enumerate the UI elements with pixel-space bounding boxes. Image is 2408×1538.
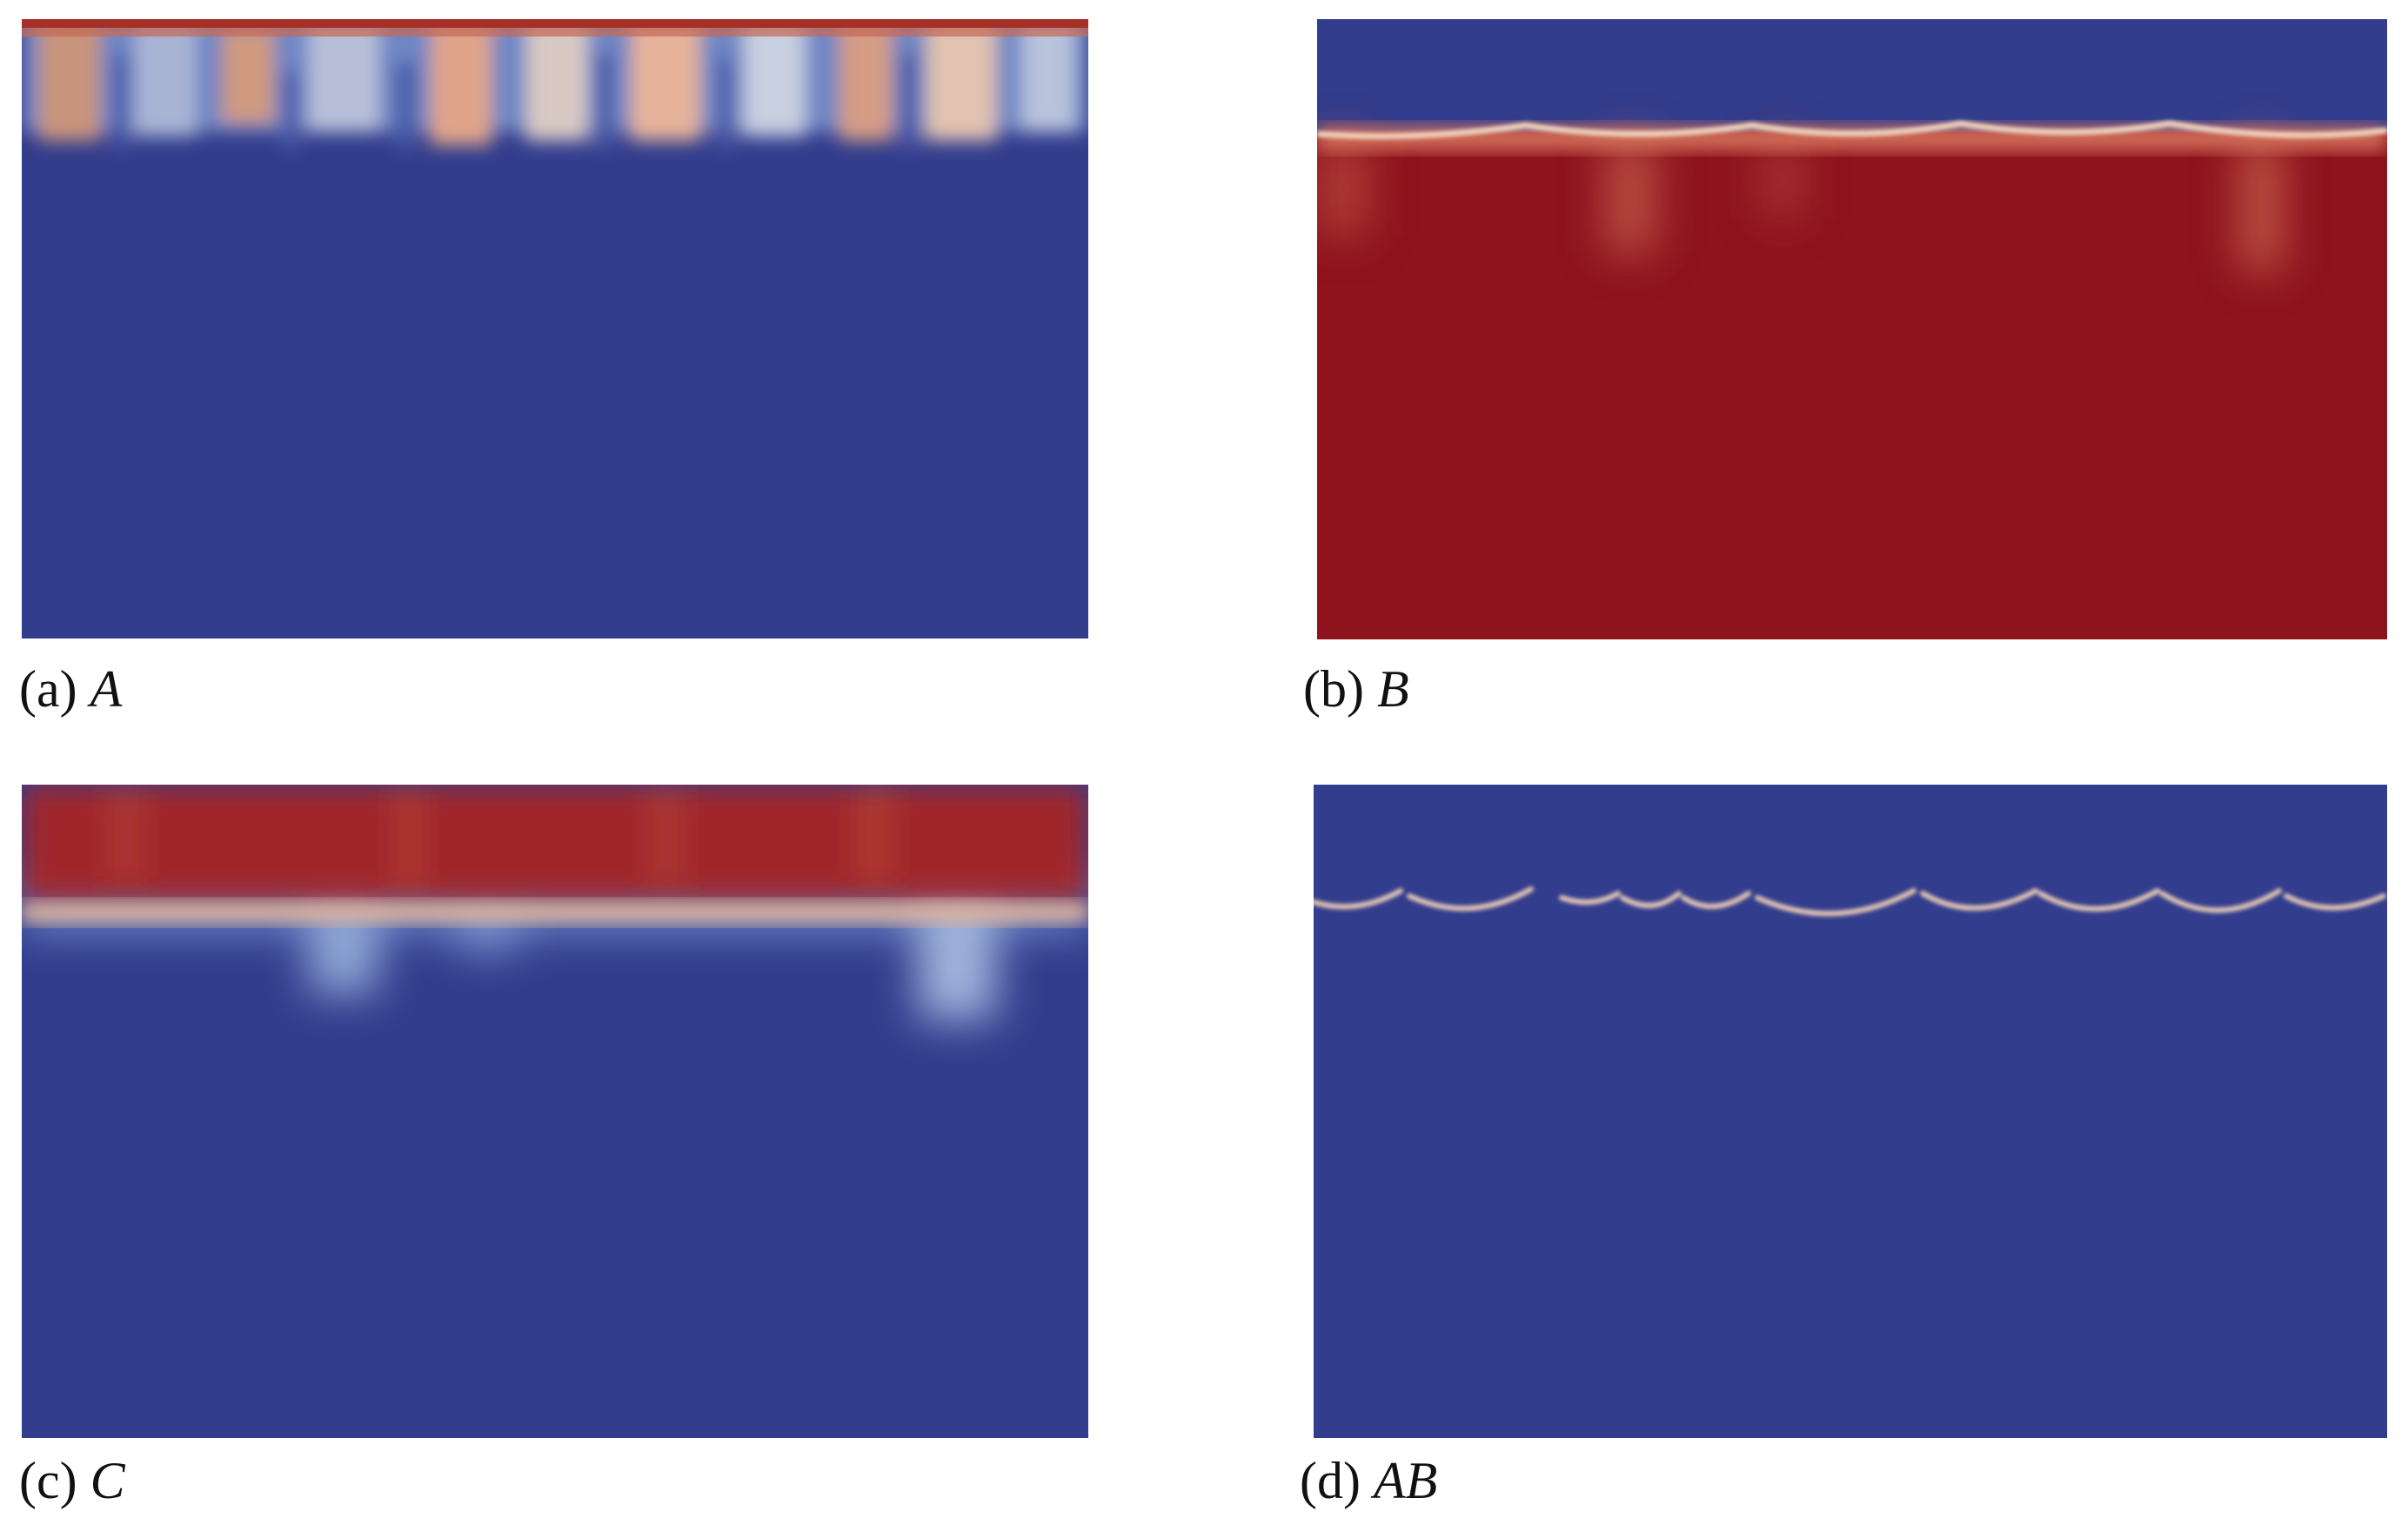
- field-plot-d: [1314, 785, 2387, 1438]
- field-plot-c: [22, 785, 1088, 1438]
- caption-a-label: (a): [19, 660, 77, 718]
- field-plot-b: [1317, 19, 2387, 639]
- caption-a-variable: A: [90, 660, 123, 718]
- caption-b: (b) B: [1303, 663, 1409, 715]
- caption-b-label: (b): [1303, 660, 1364, 718]
- field-plot-a: [22, 19, 1088, 639]
- caption-c: (c) C: [19, 1454, 125, 1507]
- caption-a: (a) A: [19, 663, 122, 715]
- caption-b-variable: B: [1376, 660, 1409, 718]
- caption-d: (d) AB: [1300, 1454, 1437, 1507]
- caption-c-label: (c): [19, 1452, 77, 1509]
- caption-d-label: (d): [1300, 1452, 1361, 1509]
- caption-c-variable: C: [90, 1452, 125, 1509]
- caption-d-variable: AB: [1373, 1452, 1438, 1509]
